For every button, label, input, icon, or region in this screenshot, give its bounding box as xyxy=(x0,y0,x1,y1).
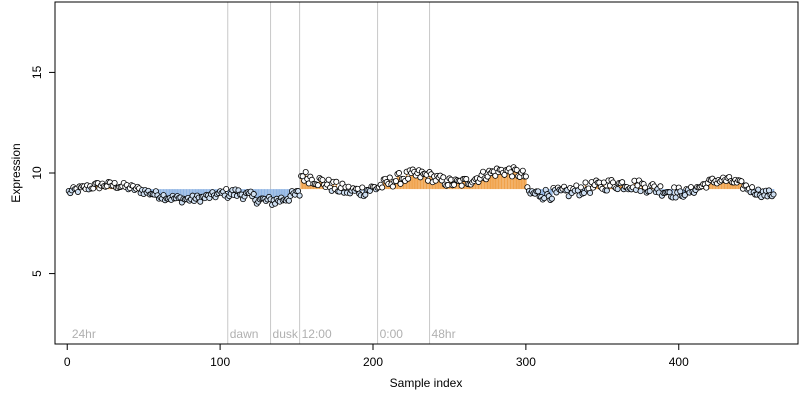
data-point xyxy=(637,188,644,195)
data-point xyxy=(250,191,257,198)
data-point xyxy=(296,192,303,199)
x-tick-label: 300 xyxy=(516,355,536,369)
x-tick-label: 100 xyxy=(210,355,230,369)
y-axis-label: Expression xyxy=(9,143,23,202)
data-point xyxy=(587,189,594,196)
marker-label: 48hr xyxy=(432,327,456,341)
data-point xyxy=(614,186,621,193)
marker-label: dawn xyxy=(230,327,259,341)
data-point xyxy=(577,184,584,191)
x-tick-label: 200 xyxy=(363,355,383,369)
data-point xyxy=(463,176,470,183)
y-axis: 5 10 15 xyxy=(30,65,56,277)
data-point xyxy=(703,184,710,191)
data-point xyxy=(738,178,745,185)
data-point xyxy=(395,170,402,177)
data-point xyxy=(480,168,487,175)
data-point xyxy=(379,184,386,191)
data-point xyxy=(582,179,589,186)
data-point xyxy=(672,194,679,201)
data-point xyxy=(111,179,118,186)
data-point xyxy=(314,182,321,189)
y-tick-label: 10 xyxy=(30,166,44,180)
y-tick-label: 5 xyxy=(30,270,44,277)
data-point xyxy=(509,173,516,180)
start-label: 24hr xyxy=(72,327,96,341)
marker-label: dusk xyxy=(273,327,299,341)
data-points xyxy=(65,164,777,208)
data-point xyxy=(451,181,458,188)
x-tick-label: 0 xyxy=(64,355,71,369)
data-point xyxy=(513,166,520,173)
data-point xyxy=(749,184,756,191)
data-point xyxy=(535,188,542,195)
marker-label: 0:00 xyxy=(380,327,404,341)
data-point xyxy=(359,184,366,191)
data-point xyxy=(603,187,610,194)
data-point xyxy=(657,183,664,190)
data-point xyxy=(522,173,529,180)
data-point xyxy=(548,195,555,202)
x-axis: 0 100 200 300 400 xyxy=(64,343,689,369)
data-point xyxy=(440,174,447,181)
data-point xyxy=(646,188,653,195)
y-tick-label: 15 xyxy=(30,65,44,79)
data-point xyxy=(223,185,230,192)
data-point xyxy=(333,178,340,185)
data-point xyxy=(519,167,526,174)
data-point xyxy=(492,172,499,179)
data-point xyxy=(619,179,626,186)
data-point xyxy=(770,191,777,198)
data-point xyxy=(389,183,396,190)
data-point xyxy=(392,178,399,185)
data-point xyxy=(458,182,465,189)
data-point xyxy=(386,174,393,181)
x-tick-label: 400 xyxy=(669,355,689,369)
marker-label: 12:00 xyxy=(302,327,332,341)
data-point xyxy=(681,192,688,199)
data-point xyxy=(319,176,326,183)
x-axis-label: Sample index xyxy=(390,376,463,390)
data-point xyxy=(397,180,404,187)
data-point xyxy=(74,188,81,195)
data-point xyxy=(302,169,309,176)
data-point xyxy=(405,175,412,182)
